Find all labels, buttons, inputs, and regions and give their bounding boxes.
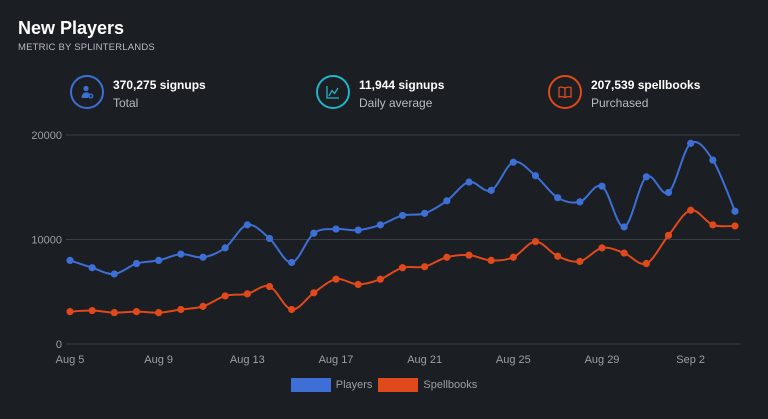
data-point-players	[398, 211, 407, 220]
data-point-players	[177, 250, 185, 258]
data-point-spellbooks	[66, 308, 74, 316]
user-plus-icon	[70, 75, 104, 109]
data-point-players	[88, 264, 96, 272]
data-point-spellbooks	[177, 305, 185, 314]
data-point-players	[487, 186, 495, 194]
data-point-players	[709, 156, 717, 164]
data-point-players	[288, 258, 296, 267]
data-point-spellbooks	[487, 256, 495, 264]
data-point-players	[421, 209, 429, 217]
data-point-spellbooks	[310, 289, 318, 297]
x-tick-label: Aug 9	[144, 354, 173, 366]
stat-caption: Total	[113, 96, 139, 110]
legend-swatch	[378, 378, 419, 392]
data-point-players	[554, 194, 562, 202]
data-point-spellbooks	[509, 253, 517, 261]
x-tick-label: Aug 25	[496, 354, 531, 366]
data-point-spellbooks	[731, 222, 739, 230]
data-point-spellbooks	[110, 309, 118, 317]
data-point-players	[598, 182, 606, 190]
data-point-players	[243, 221, 251, 229]
data-point-spellbooks	[709, 221, 717, 229]
data-point-spellbooks	[642, 259, 650, 268]
data-point-spellbooks	[132, 308, 141, 316]
data-point-players	[642, 173, 650, 181]
data-point-spellbooks	[576, 257, 584, 266]
stat-value: 370,275 signups	[113, 78, 206, 92]
data-point-spellbooks	[554, 252, 562, 260]
data-point-spellbooks	[531, 237, 540, 246]
stat-caption: Daily average	[359, 96, 433, 110]
chart-legend: Players Spellbooks	[0, 378, 768, 392]
data-point-spellbooks	[199, 302, 207, 310]
stat-value: 207,539 spellbooks	[591, 78, 701, 92]
data-point-players	[221, 244, 229, 252]
legend-label: Spellbooks	[423, 379, 478, 391]
data-point-spellbooks	[598, 244, 606, 252]
series-line-spellbooks	[69, 209, 736, 314]
stat-value: 11,944 signups	[359, 78, 445, 92]
x-tick-label: Aug 17	[319, 354, 354, 366]
data-point-players	[376, 221, 384, 229]
data-point-players	[465, 178, 473, 186]
x-tick-label: Aug 5	[56, 354, 85, 366]
y-tick-label: 0	[56, 339, 62, 351]
y-tick-label: 20000	[31, 130, 62, 142]
data-point-spellbooks	[88, 306, 96, 315]
data-point-players	[731, 207, 739, 215]
data-point-spellbooks	[376, 275, 384, 283]
stat-caption: Purchased	[591, 96, 649, 110]
data-point-spellbooks	[465, 251, 473, 259]
data-point-players	[155, 256, 163, 264]
data-point-spellbooks	[620, 249, 628, 257]
page-subtitle: METRIC BY SPLINTERLANDS	[18, 42, 155, 53]
line-chart-icon	[316, 75, 350, 109]
data-point-players	[332, 225, 340, 233]
data-point-players	[265, 234, 274, 243]
data-point-spellbooks	[443, 253, 451, 261]
data-point-spellbooks	[332, 275, 340, 283]
data-point-players	[354, 226, 362, 234]
page-title: New Players	[18, 18, 125, 38]
data-point-spellbooks	[421, 263, 429, 271]
data-point-spellbooks	[354, 280, 362, 289]
data-point-players	[620, 223, 628, 231]
data-point-players	[443, 197, 451, 205]
data-point-players	[531, 172, 540, 180]
data-point-players	[66, 256, 74, 264]
data-point-players	[687, 139, 695, 147]
data-point-players	[576, 198, 584, 206]
data-point-spellbooks	[221, 292, 229, 300]
book-icon	[548, 75, 582, 109]
series-line-players	[69, 141, 736, 276]
data-point-players	[509, 158, 517, 166]
data-point-players	[110, 270, 118, 278]
legend-item-players[interactable]: Players	[290, 378, 373, 392]
data-point-players	[132, 259, 141, 268]
data-point-players	[310, 229, 318, 237]
x-tick-label: Aug 29	[585, 354, 620, 366]
legend-item-spellbooks[interactable]: Spellbooks	[378, 378, 477, 392]
data-point-spellbooks	[155, 309, 163, 317]
data-point-players	[664, 188, 673, 197]
y-tick-label: 10000	[31, 235, 62, 247]
x-tick-label: Aug 13	[230, 354, 265, 366]
data-point-spellbooks	[288, 305, 296, 314]
data-point-spellbooks	[687, 206, 695, 214]
data-point-players	[199, 253, 207, 261]
legend-label: Players	[335, 379, 373, 391]
data-point-spellbooks	[398, 264, 407, 272]
data-point-spellbooks	[664, 231, 673, 239]
legend-swatch	[290, 378, 331, 392]
x-tick-label: Aug 21	[407, 354, 442, 366]
data-point-spellbooks	[243, 290, 251, 298]
x-tick-label: Sep 2	[676, 354, 705, 366]
data-point-spellbooks	[265, 282, 274, 291]
